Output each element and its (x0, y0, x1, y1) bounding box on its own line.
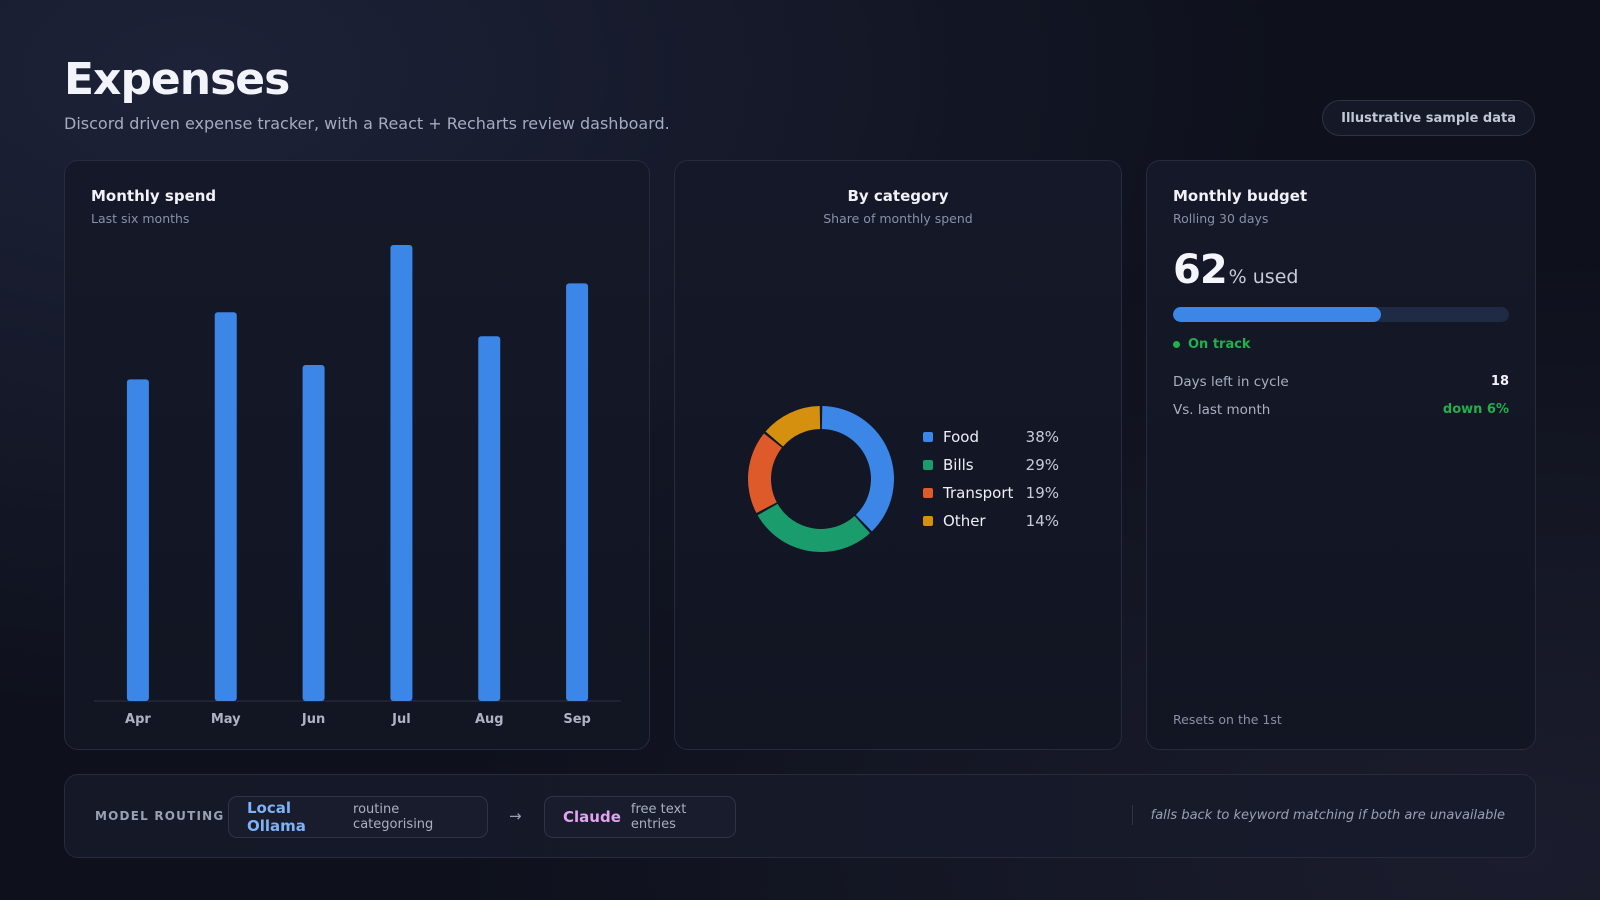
status-text: On track (1188, 337, 1251, 352)
bar-jul (390, 245, 413, 701)
budget-reset-note: Resets on the 1st (1173, 712, 1282, 727)
vs-last-month-value: down 6% (1442, 402, 1509, 417)
bar-sep (566, 283, 589, 701)
legend-percent: 29% (1025, 456, 1059, 474)
budget-progress-bar (1173, 307, 1509, 322)
x-tick-label: Jul (391, 712, 411, 727)
days-left-label: Days left in cycle (1173, 374, 1289, 390)
donut-slice-bills (757, 503, 871, 552)
budget-progress-fill (1173, 307, 1382, 322)
local-ollama-pill: Local Ollama routine categorising (228, 796, 488, 838)
days-left-row: Days left in cycle 18 (1173, 374, 1509, 390)
pill-model-name: Local Ollama (247, 799, 306, 835)
by-category-card: By category Share of monthly spend Food … (674, 160, 1122, 750)
card-title: Monthly spend (91, 187, 217, 205)
card-subtitle: Rolling 30 days (1173, 211, 1269, 226)
legend-label: Transport (943, 484, 1014, 502)
legend-item-food: Food 38% (923, 423, 1059, 451)
model-routing-label: MODEL ROUTING (95, 809, 225, 823)
legend-label: Bills (943, 456, 974, 474)
x-tick-label: Sep (563, 712, 591, 727)
pill-model-name: Claude (563, 808, 621, 826)
legend-swatch (923, 432, 933, 442)
page-title: Expenses (64, 54, 290, 105)
legend-swatch (923, 488, 933, 498)
arrow-right-icon: → (509, 807, 522, 825)
legend-label: Other (943, 512, 986, 530)
bar-apr (126, 379, 149, 701)
legend-item-other: Other 14% (923, 507, 1059, 535)
legend-percent: 38% (1025, 428, 1059, 446)
sample-data-badge: Illustrative sample data (1322, 100, 1535, 136)
legend-percent: 19% (1025, 484, 1059, 502)
card-title: By category (847, 187, 949, 205)
model-routing-bar: MODEL ROUTING Local Ollama routine categ… (64, 774, 1536, 858)
status-dot-icon (1173, 341, 1180, 348)
card-title: Monthly budget (1173, 187, 1308, 205)
budget-percent-used: 62 % used (1173, 247, 1298, 293)
donut-slice-food (821, 406, 895, 532)
pill-description: routine categorising (353, 802, 434, 832)
budget-percent-suffix: % used (1228, 266, 1299, 288)
legend-swatch (923, 460, 933, 470)
x-tick-label: Aug (475, 712, 504, 727)
pill-description: free text entries (630, 802, 687, 832)
budget-percent-value: 62 (1173, 247, 1228, 293)
bar-aug (478, 336, 501, 701)
x-tick-label: Jun (301, 712, 325, 727)
donut-slice-transport (748, 433, 782, 514)
bar-jun (302, 365, 325, 701)
x-tick-label: Apr (125, 712, 151, 727)
monthly-spend-card: Monthly spend Last six months Apr May Jun J… (64, 160, 650, 750)
days-left-value: 18 (1490, 374, 1509, 389)
x-tick-label: May (211, 712, 241, 727)
legend-swatch (923, 516, 933, 526)
category-donut-chart (748, 406, 895, 552)
category-legend: Food 38% Bills 29% Transport 19% Other 1… (923, 423, 1059, 535)
claude-pill: Claude free text entries (544, 796, 736, 838)
legend-item-transport: Transport 19% (923, 479, 1059, 507)
card-subtitle: Share of monthly spend (823, 211, 973, 226)
bar-may (214, 312, 237, 701)
legend-item-bills: Bills 29% (923, 451, 1059, 479)
status-badge: On track (1173, 337, 1251, 352)
monthly-spend-bar-chart: Apr May Jun Jul Aug Sep (94, 245, 621, 727)
vs-last-month-label: Vs. last month (1173, 402, 1271, 418)
donut-slice-other (765, 406, 821, 447)
monthly-budget-card: Monthly budget Rolling 30 days 62 % used… (1146, 160, 1536, 750)
vs-last-month-row: Vs. last month down 6% (1173, 402, 1509, 418)
page-subtitle: Discord driven expense tracker, with a R… (64, 114, 670, 133)
card-subtitle: Last six months (91, 211, 190, 226)
fallback-note: falls back to keyword matching if both a… (1131, 805, 1505, 825)
legend-label: Food (943, 428, 979, 446)
legend-percent: 14% (1025, 512, 1059, 530)
